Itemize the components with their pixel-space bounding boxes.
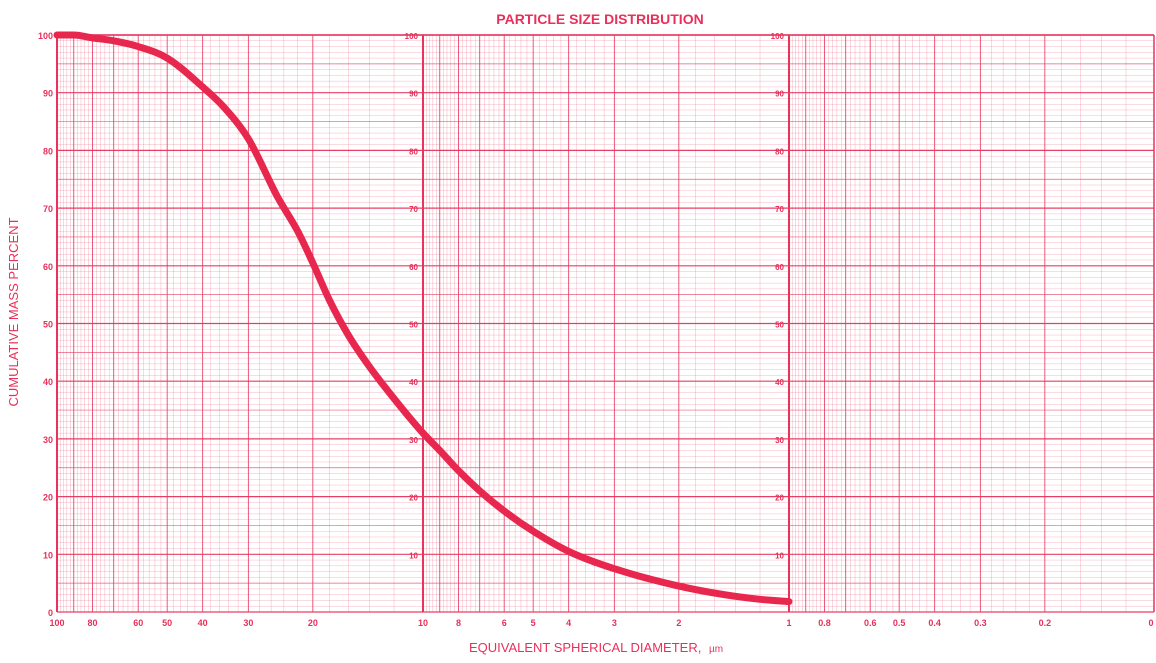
cumulative-mass-curve bbox=[53, 31, 793, 606]
inner-y-tick-label: 10 bbox=[409, 551, 418, 560]
y-tick-label: 40 bbox=[43, 377, 53, 387]
x-axis-unit: µm bbox=[709, 644, 723, 655]
inner-y-tick-label: 30 bbox=[775, 436, 784, 445]
y-tick-label: 80 bbox=[43, 146, 53, 156]
y-tick-label: 0 bbox=[48, 608, 53, 618]
x-tick-label: 2 bbox=[676, 618, 681, 628]
x-tick-label: 50 bbox=[162, 618, 172, 628]
x-tick-label: 40 bbox=[198, 618, 208, 628]
chart-title: PARTICLE SIZE DISTRIBUTION bbox=[496, 11, 703, 27]
inner-y-tick-label: 40 bbox=[775, 378, 784, 387]
y-tick-label: 100 bbox=[38, 31, 53, 41]
x-tick-label: 6 bbox=[502, 618, 507, 628]
x-tick-label: 0 bbox=[1148, 618, 1153, 628]
x-tick-label: 20 bbox=[308, 618, 318, 628]
y-tick-label: 60 bbox=[43, 262, 53, 272]
x-tick-label: 0.6 bbox=[864, 618, 877, 628]
grid-major bbox=[56, 34, 1155, 613]
inner-y-tick-label: 50 bbox=[409, 321, 418, 330]
inner-y-tick-label: 80 bbox=[409, 147, 418, 156]
y-tick-label: 90 bbox=[43, 89, 53, 99]
inner-y-tick-label: 60 bbox=[409, 263, 418, 272]
x-tick-label: 5 bbox=[531, 618, 536, 628]
y-tick-label: 10 bbox=[43, 550, 53, 560]
inner-y-tick-label: 50 bbox=[775, 321, 784, 330]
inner-y-tick-label: 70 bbox=[775, 205, 784, 214]
y-tick-labels: 0 10 20 30 40 50 60 70 80 90 100 bbox=[38, 31, 53, 618]
x-tick-label: 4 bbox=[566, 618, 571, 628]
x-tick-label: 0.4 bbox=[928, 618, 941, 628]
y-axis-label: CUMULATIVE MASS PERCENT bbox=[6, 217, 21, 406]
x-axis-label: EQUIVALENT SPHERICAL DIAMETER, µm bbox=[469, 640, 723, 655]
inner-y-tick-label: 30 bbox=[409, 436, 418, 445]
inner-y-tick-label: 100 bbox=[405, 32, 419, 41]
x-axis-label-text: EQUIVALENT SPHERICAL DIAMETER, bbox=[469, 640, 701, 655]
y-tick-label: 50 bbox=[43, 320, 53, 330]
y-tick-label: 30 bbox=[43, 435, 53, 445]
x-tick-labels: 100 80 60 50 40 30 20 10 8 6 5 4 3 2 1 0.8 0.6 0.5 0.4 0.3 0… bbox=[49, 618, 1153, 628]
x-tick-label: 0.3 bbox=[974, 618, 987, 628]
inner-y-tick-label: 70 bbox=[409, 205, 418, 214]
x-tick-label: 10 bbox=[418, 618, 428, 628]
x-tick-label: 1 bbox=[786, 618, 791, 628]
x-tick-label: 3 bbox=[612, 618, 617, 628]
inner-y-tick-label: 90 bbox=[409, 90, 418, 99]
x-tick-label: 0.2 bbox=[1039, 618, 1052, 628]
x-tick-label: 0.5 bbox=[893, 618, 906, 628]
x-tick-label: 30 bbox=[243, 618, 253, 628]
inner-y-tick-label: 90 bbox=[775, 90, 784, 99]
inner-y-tick-label: 20 bbox=[409, 494, 418, 503]
inner-y-tick-label: 40 bbox=[409, 378, 418, 387]
y-tick-label: 20 bbox=[43, 493, 53, 503]
x-tick-label: 100 bbox=[49, 618, 64, 628]
inner-y-tick-label: 10 bbox=[775, 551, 784, 560]
inner-y-tick-label: 100 bbox=[771, 32, 785, 41]
x-tick-label: 80 bbox=[87, 618, 97, 628]
inner-y-tick-labels: 10 20 30 40 50 60 70 80 90 100 10 20 30 40 50 60 70 80 90 1… bbox=[405, 32, 785, 560]
inner-y-tick-label: 60 bbox=[775, 263, 784, 272]
y-tick-label: 70 bbox=[43, 204, 53, 214]
x-tick-label: 8 bbox=[456, 618, 461, 628]
inner-y-tick-label: 80 bbox=[775, 147, 784, 156]
x-tick-label: 0.8 bbox=[818, 618, 831, 628]
x-tick-label: 60 bbox=[133, 618, 143, 628]
inner-y-tick-label: 20 bbox=[775, 494, 784, 503]
